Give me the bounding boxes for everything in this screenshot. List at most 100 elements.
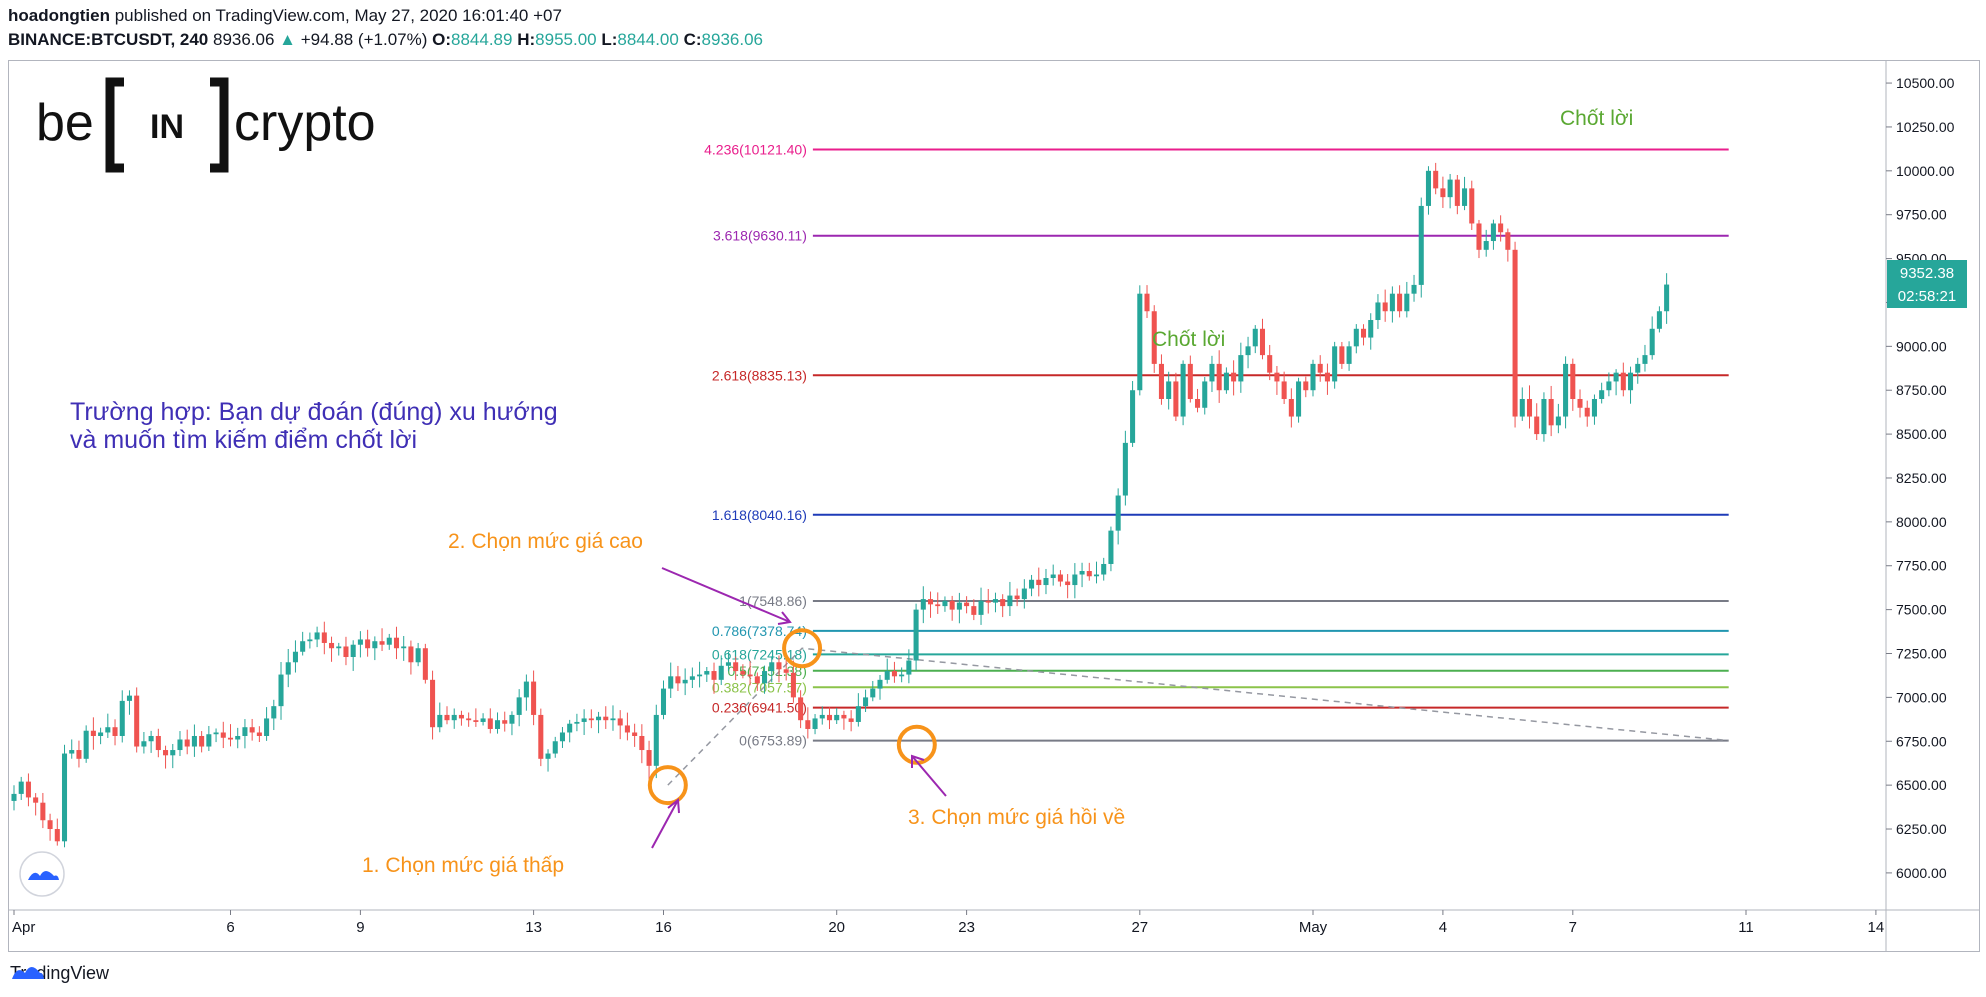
candle-body: [444, 714, 450, 721]
candle-body: [848, 718, 854, 722]
step1-label: 1. Chọn mức giá thấp: [362, 854, 564, 877]
candle-body: [826, 714, 833, 721]
chart-frame[interactable]: [8, 60, 1980, 952]
candle-body: [1245, 346, 1251, 356]
candle-body: [733, 662, 739, 672]
candle-body: [1404, 293, 1410, 312]
candle-body: [603, 716, 609, 721]
candle-body: [206, 734, 212, 747]
publish-info: hoadongtien published on TradingView.com…: [8, 6, 562, 26]
anchor-circle-high: [782, 628, 823, 669]
candle-body: [1591, 398, 1597, 417]
price-tick-label: 6500.00: [1896, 777, 1947, 793]
candle-body: [956, 602, 962, 610]
time-tick-label: 14: [1868, 919, 1885, 936]
candle-body: [256, 732, 262, 736]
arrow-step3: [911, 755, 947, 797]
candle-body: [913, 609, 919, 661]
candle-body: [155, 735, 161, 751]
candle-body: [1158, 363, 1164, 399]
candle-body: [1599, 390, 1605, 399]
symbol-name[interactable]: BINANCE:BTCUSDT, 240: [8, 30, 209, 49]
candle-body: [805, 720, 811, 729]
candle-body: [321, 632, 327, 643]
candle-body: [199, 735, 205, 747]
candle-body: [54, 829, 60, 842]
candle-body: [812, 718, 818, 729]
candle-body: [559, 732, 565, 742]
candle-body: [567, 723, 573, 733]
candle-body: [870, 688, 876, 698]
candle-body: [509, 714, 515, 724]
candle-body: [783, 669, 789, 673]
candle-body: [697, 674, 703, 677]
candle-body: [437, 714, 443, 728]
candle-body: [704, 671, 710, 675]
candle-body: [798, 697, 804, 721]
candle-body: [964, 602, 970, 607]
candle-body: [1584, 407, 1590, 417]
candle-body: [747, 674, 753, 677]
candle-body: [552, 741, 558, 754]
candle-body: [1570, 363, 1576, 399]
candle-body: [841, 714, 847, 719]
candle-body: [494, 720, 501, 729]
candle-body: [458, 714, 464, 719]
price-change: +94.88 (+1.07%): [300, 30, 428, 49]
candle-body: [430, 679, 436, 728]
candle-body: [1476, 223, 1482, 250]
change-up-icon: ▲: [279, 30, 296, 49]
candle-body: [538, 714, 544, 759]
candle-body: [581, 718, 587, 722]
publisher-name[interactable]: hoadongtien: [8, 6, 110, 25]
candle-body: [1548, 398, 1554, 426]
footer: TradingView: [10, 960, 109, 986]
candle-body: [653, 714, 659, 766]
candle-body: [1577, 398, 1583, 408]
candle-body: [148, 735, 154, 742]
candle-body: [213, 732, 219, 735]
candle-body: [33, 797, 39, 803]
candle-body: [1382, 302, 1388, 312]
candle-body: [1519, 398, 1525, 417]
candle-body: [105, 727, 111, 733]
low-value: 8844.00: [617, 30, 679, 49]
high-value: 8955.00: [535, 30, 597, 49]
candle-body: [884, 671, 890, 680]
candle-body: [473, 720, 479, 722]
logo-right: crypto: [234, 94, 376, 152]
candle-body: [675, 676, 681, 684]
candle-body: [935, 604, 941, 607]
candle-body: [1137, 293, 1143, 391]
published-text: published on TradingView.com, May 27, 20…: [114, 6, 562, 25]
candle-body: [689, 676, 695, 680]
candle-body: [1649, 328, 1655, 356]
candle-body: [1440, 188, 1446, 198]
candle-body: [610, 718, 616, 721]
current-price-badge: [1887, 260, 1967, 308]
candle-body: [985, 600, 991, 603]
candle-body: [1029, 579, 1035, 589]
candle-body: [134, 695, 140, 747]
logo-left: be: [36, 94, 94, 152]
time-tick-label: Apr: [12, 919, 35, 936]
candle-body: [588, 718, 594, 721]
candle-body: [942, 600, 948, 607]
candle-body: [617, 718, 623, 726]
price-tick-label: 9000.00: [1896, 338, 1947, 354]
chart-header: hoadongtien published on TradingView.com…: [8, 6, 1568, 54]
tv-chart-icon[interactable]: [19, 851, 65, 897]
candle-body: [1057, 574, 1063, 582]
candle-body: [1122, 442, 1128, 496]
price-tick-label: 9750.00: [1896, 207, 1947, 223]
candle-body: [466, 718, 472, 721]
candle-body: [711, 671, 717, 680]
take-profit-label-1: Chốt lời: [1560, 107, 1633, 130]
candle-body: [920, 599, 926, 610]
candle-body: [1144, 293, 1150, 312]
candle-body: [1043, 578, 1049, 586]
candle-body: [1310, 363, 1316, 391]
candle-body: [1613, 372, 1619, 382]
candle-body: [790, 672, 796, 698]
